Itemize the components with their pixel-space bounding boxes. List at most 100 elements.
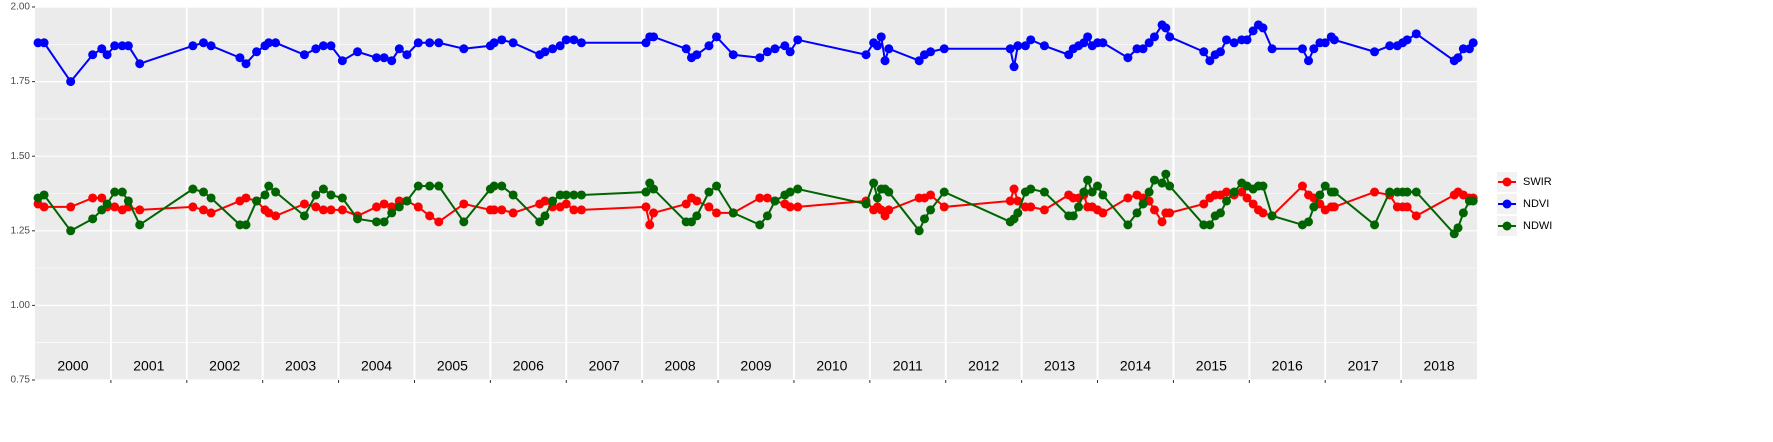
year-label: 2008 — [665, 358, 696, 374]
point — [770, 44, 780, 54]
point — [66, 226, 76, 236]
year-label: 2014 — [1120, 358, 1151, 374]
point — [1165, 32, 1175, 42]
point — [459, 199, 469, 209]
point — [762, 47, 772, 57]
point — [372, 202, 382, 212]
legend-point — [1502, 177, 1512, 187]
point — [1039, 187, 1049, 197]
point — [1009, 184, 1019, 194]
point — [861, 50, 871, 60]
point — [110, 202, 120, 212]
point — [1222, 187, 1232, 197]
point — [66, 77, 76, 87]
point — [1098, 208, 1108, 218]
point — [299, 211, 309, 221]
point — [1468, 38, 1478, 48]
y-tick-label: 1.75 — [11, 76, 31, 87]
point — [434, 181, 444, 191]
point — [1013, 208, 1023, 218]
point — [1453, 53, 1463, 63]
point — [569, 190, 579, 200]
point — [88, 214, 98, 224]
point — [1320, 38, 1330, 48]
year-label: 2001 — [133, 358, 164, 374]
point — [641, 187, 651, 197]
legend-point — [1502, 199, 1512, 209]
y-tick-label: 1.50 — [11, 151, 31, 162]
point — [704, 202, 714, 212]
point — [692, 196, 702, 206]
point — [1309, 202, 1319, 212]
point — [135, 220, 145, 230]
point — [102, 199, 112, 209]
point — [1309, 44, 1319, 54]
year-label: 2007 — [589, 358, 620, 374]
point — [649, 208, 659, 218]
year-label: 2010 — [816, 358, 847, 374]
point — [1144, 187, 1154, 197]
point — [387, 208, 397, 218]
point — [1020, 41, 1030, 51]
point — [1370, 187, 1380, 197]
point — [919, 214, 929, 224]
point — [1149, 205, 1159, 215]
point — [1248, 199, 1258, 209]
point — [1222, 35, 1232, 45]
point — [1165, 181, 1175, 191]
point — [793, 184, 803, 194]
year-label: 2016 — [1272, 358, 1303, 374]
point — [1411, 211, 1421, 221]
point — [434, 38, 444, 48]
point — [311, 202, 321, 212]
point — [123, 196, 133, 206]
y-tick-label: 2.00 — [11, 2, 31, 13]
year-label: 2004 — [361, 358, 392, 374]
year-label: 2017 — [1348, 358, 1379, 374]
year-label: 2006 — [513, 358, 544, 374]
point — [508, 190, 518, 200]
point — [880, 56, 890, 66]
point — [311, 44, 321, 54]
point — [206, 208, 216, 218]
point — [1098, 38, 1108, 48]
point — [372, 53, 382, 63]
point — [188, 41, 198, 51]
point — [188, 202, 198, 212]
point — [1258, 181, 1268, 191]
year-label: 2002 — [209, 358, 240, 374]
y-tick-label: 1.25 — [11, 225, 31, 236]
point — [387, 56, 397, 66]
point — [1093, 181, 1103, 191]
year-label: 2011 — [893, 358, 923, 374]
year-label: 2018 — [1423, 358, 1454, 374]
point — [206, 41, 216, 51]
point — [641, 202, 651, 212]
point — [1237, 187, 1247, 197]
point — [755, 220, 765, 230]
year-label: 2015 — [1196, 358, 1227, 374]
point — [1215, 208, 1225, 218]
point — [252, 196, 262, 206]
point — [353, 214, 363, 224]
point — [884, 44, 894, 54]
point — [1402, 187, 1412, 197]
point — [770, 196, 780, 206]
point — [1329, 35, 1339, 45]
point — [1229, 187, 1239, 197]
point — [1026, 35, 1036, 45]
point — [497, 35, 507, 45]
point — [1242, 35, 1252, 45]
point — [260, 190, 270, 200]
point — [692, 50, 702, 60]
point — [497, 205, 507, 215]
point — [379, 217, 389, 227]
point — [264, 181, 274, 191]
point — [1087, 187, 1097, 197]
point — [728, 208, 738, 218]
year-label: 2013 — [1044, 358, 1075, 374]
point — [576, 38, 586, 48]
point — [326, 205, 336, 215]
point — [271, 211, 281, 221]
point — [372, 217, 382, 227]
